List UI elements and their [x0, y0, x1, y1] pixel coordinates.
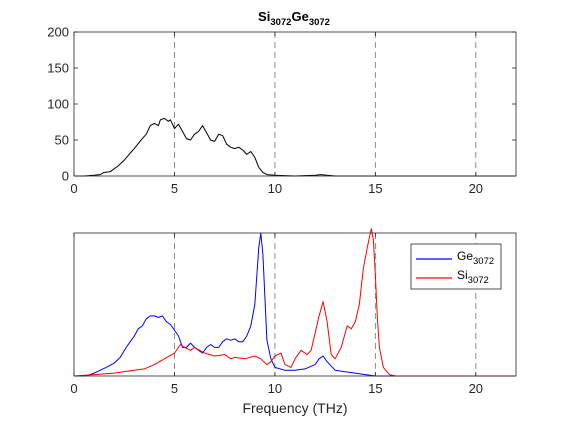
bottom-xtick-label: 15: [368, 381, 382, 396]
top-xtick-label: 15: [368, 181, 382, 196]
bottom-series-line-0: [74, 232, 516, 377]
bottom-xtick-label: 20: [469, 381, 483, 396]
top-ytick-label: 200: [47, 25, 69, 40]
bottom-series-line-1: [73, 228, 516, 377]
top-xtick-label: 10: [268, 181, 282, 196]
bottom-xtick-label: 5: [171, 381, 178, 396]
top-xtick-label: 20: [469, 181, 483, 196]
legend: Ge3072 Si3072: [410, 243, 502, 290]
top-series-line-0: [74, 117, 516, 177]
legend-label-ge: Ge3072: [457, 249, 494, 267]
top-xtick-label: 5: [171, 181, 178, 196]
top-title: Si3072Ge3072: [258, 9, 330, 28]
legend-label-si: Si3072: [457, 268, 489, 286]
bottom-xtick-label: 10: [268, 381, 282, 396]
bottom-xlabel: Frequency (THz): [242, 400, 347, 416]
legend-box: [410, 243, 502, 290]
top-ytick-label: 100: [47, 97, 69, 112]
bottom-xtick-label: 0: [70, 381, 77, 396]
bottom-axes: 0 5 10 15 20 Frequency (THz) Ge3072 Si3072: [70, 228, 517, 416]
top-xtick-label: 0: [70, 181, 77, 196]
bottom-axes-box: [73, 232, 517, 377]
top-ytick-label: 50: [55, 133, 69, 148]
top-ytick-label: 150: [47, 61, 69, 76]
top-ytick-label: 0: [62, 169, 69, 184]
